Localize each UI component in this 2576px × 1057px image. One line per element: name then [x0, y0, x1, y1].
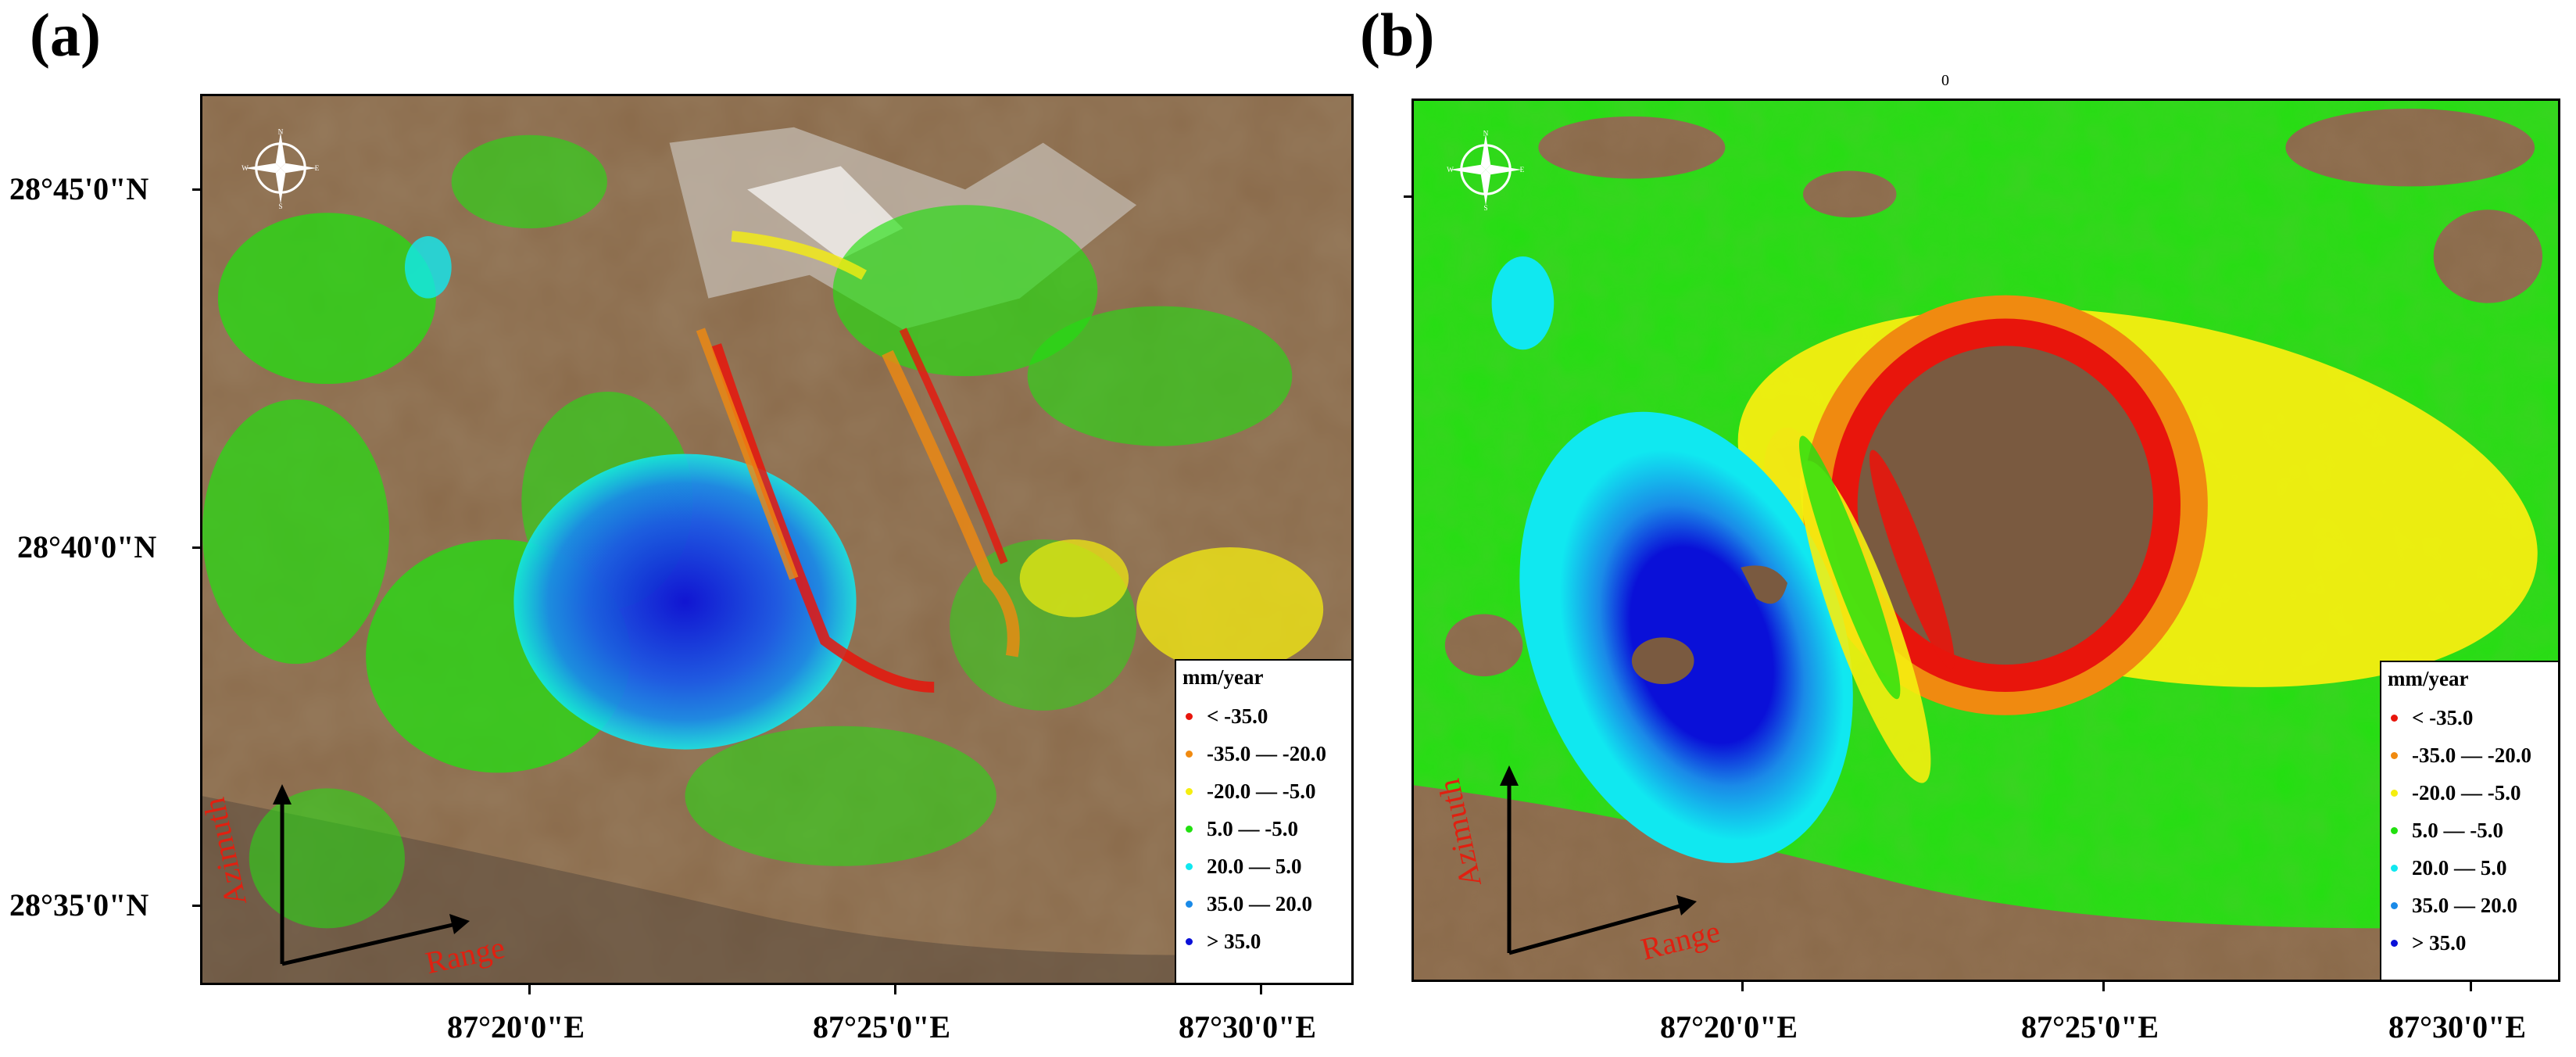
- lon-tick: [1260, 985, 1262, 994]
- legend-swatch: [1186, 787, 1193, 795]
- legend-swatch: [2391, 789, 2398, 797]
- lat-label: 28°35'0"N: [9, 887, 149, 923]
- legend-item: 5.0 — -5.0: [1182, 810, 1348, 847]
- legend-title: mm/year: [2388, 667, 2469, 690]
- legend-swatch: [1186, 750, 1193, 758]
- lon-tick: [1741, 982, 1744, 991]
- legend-swatch: [2391, 901, 2398, 909]
- legend-swatch: [2391, 751, 2398, 759]
- compass-s: S: [278, 203, 282, 209]
- compass-rose-icon: N W E S: [1447, 130, 1525, 210]
- legend-item: 5.0 — -5.0: [2388, 812, 2555, 849]
- legend-item: -20.0 — -5.0: [1182, 772, 1348, 810]
- azimuth-range-arrows: [1500, 765, 1697, 955]
- legend-item: -35.0 — -20.0: [1182, 735, 1348, 772]
- compass-rose-icon: N W E S: [242, 128, 320, 209]
- legend-item: 35.0 — 20.0: [1182, 885, 1348, 923]
- lat-tick: [1404, 195, 1411, 198]
- compass-e: E: [1520, 167, 1525, 174]
- legend-item: 20.0 — 5.0: [1182, 847, 1348, 885]
- deformation-map-b: [1414, 101, 2558, 980]
- panel-b-label: (b): [1360, 1, 1435, 69]
- panel-a-map: N W E S Azimuth Range mm/year < -35.0 -3…: [200, 94, 1354, 985]
- lon-label: 87°25'0"E: [2021, 1009, 2159, 1044]
- legend-item: < -35.0: [1182, 697, 1348, 735]
- legend-swatch: [1186, 862, 1193, 870]
- lat-label: 28°40'0"N: [17, 529, 157, 564]
- panel-a-label: (a): [30, 1, 101, 69]
- lat-tick: [192, 905, 200, 907]
- azimuth-range-arrows: [273, 784, 470, 966]
- lat-tick: [192, 188, 200, 191]
- legend-item: < -35.0: [2388, 699, 2555, 736]
- legend-swatch: [2391, 826, 2398, 834]
- terrain-image-a: [202, 96, 1351, 983]
- lat-label: 28°45'0"N: [9, 171, 149, 206]
- legend-item: 35.0 — 20.0: [2388, 887, 2555, 924]
- lon-label: 87°30'0"E: [1179, 1009, 1316, 1044]
- lon-tick: [2470, 982, 2472, 991]
- legend-swatch: [2391, 939, 2398, 947]
- top-mark: 0: [1941, 72, 1949, 89]
- legend-swatch: [1186, 825, 1193, 833]
- lon-label: 87°20'0"E: [1660, 1009, 1798, 1044]
- legend-item: -20.0 — -5.0: [2388, 774, 2555, 812]
- lon-tick: [2102, 982, 2105, 991]
- compass-n: N: [278, 128, 284, 136]
- lon-label: 87°25'0"E: [813, 1009, 950, 1044]
- panel-b-map: N W E S Azimuth Range mm/year < -35.0 -3…: [1411, 99, 2560, 982]
- compass-s: S: [1483, 205, 1487, 210]
- compass-n: N: [1483, 130, 1489, 138]
- legend-a: mm/year < -35.0 -35.0 — -20.0 -20.0 — -5…: [1175, 659, 1351, 983]
- legend-swatch: [2391, 714, 2398, 722]
- legend-b: mm/year < -35.0 -35.0 — -20.0 -20.0 — -5…: [2380, 661, 2558, 980]
- legend-title: mm/year: [1182, 665, 1264, 689]
- legend-item: -35.0 — -20.0: [2388, 736, 2555, 774]
- lon-tick: [894, 985, 896, 994]
- compass-e: E: [315, 165, 320, 173]
- legend-swatch: [1186, 712, 1193, 720]
- lat-tick: [192, 546, 200, 549]
- compass-w: W: [1447, 167, 1454, 174]
- lon-tick: [528, 985, 531, 994]
- legend-swatch: [1186, 937, 1193, 945]
- lon-label: 87°20'0"E: [447, 1009, 585, 1044]
- compass-w: W: [242, 165, 249, 173]
- legend-item: > 35.0: [2388, 924, 2555, 962]
- legend-swatch: [2391, 864, 2398, 872]
- legend-swatch: [1186, 900, 1193, 908]
- legend-item: > 35.0: [1182, 923, 1348, 960]
- legend-item: 20.0 — 5.0: [2388, 849, 2555, 887]
- lon-label: 87°30'0"E: [2388, 1009, 2526, 1044]
